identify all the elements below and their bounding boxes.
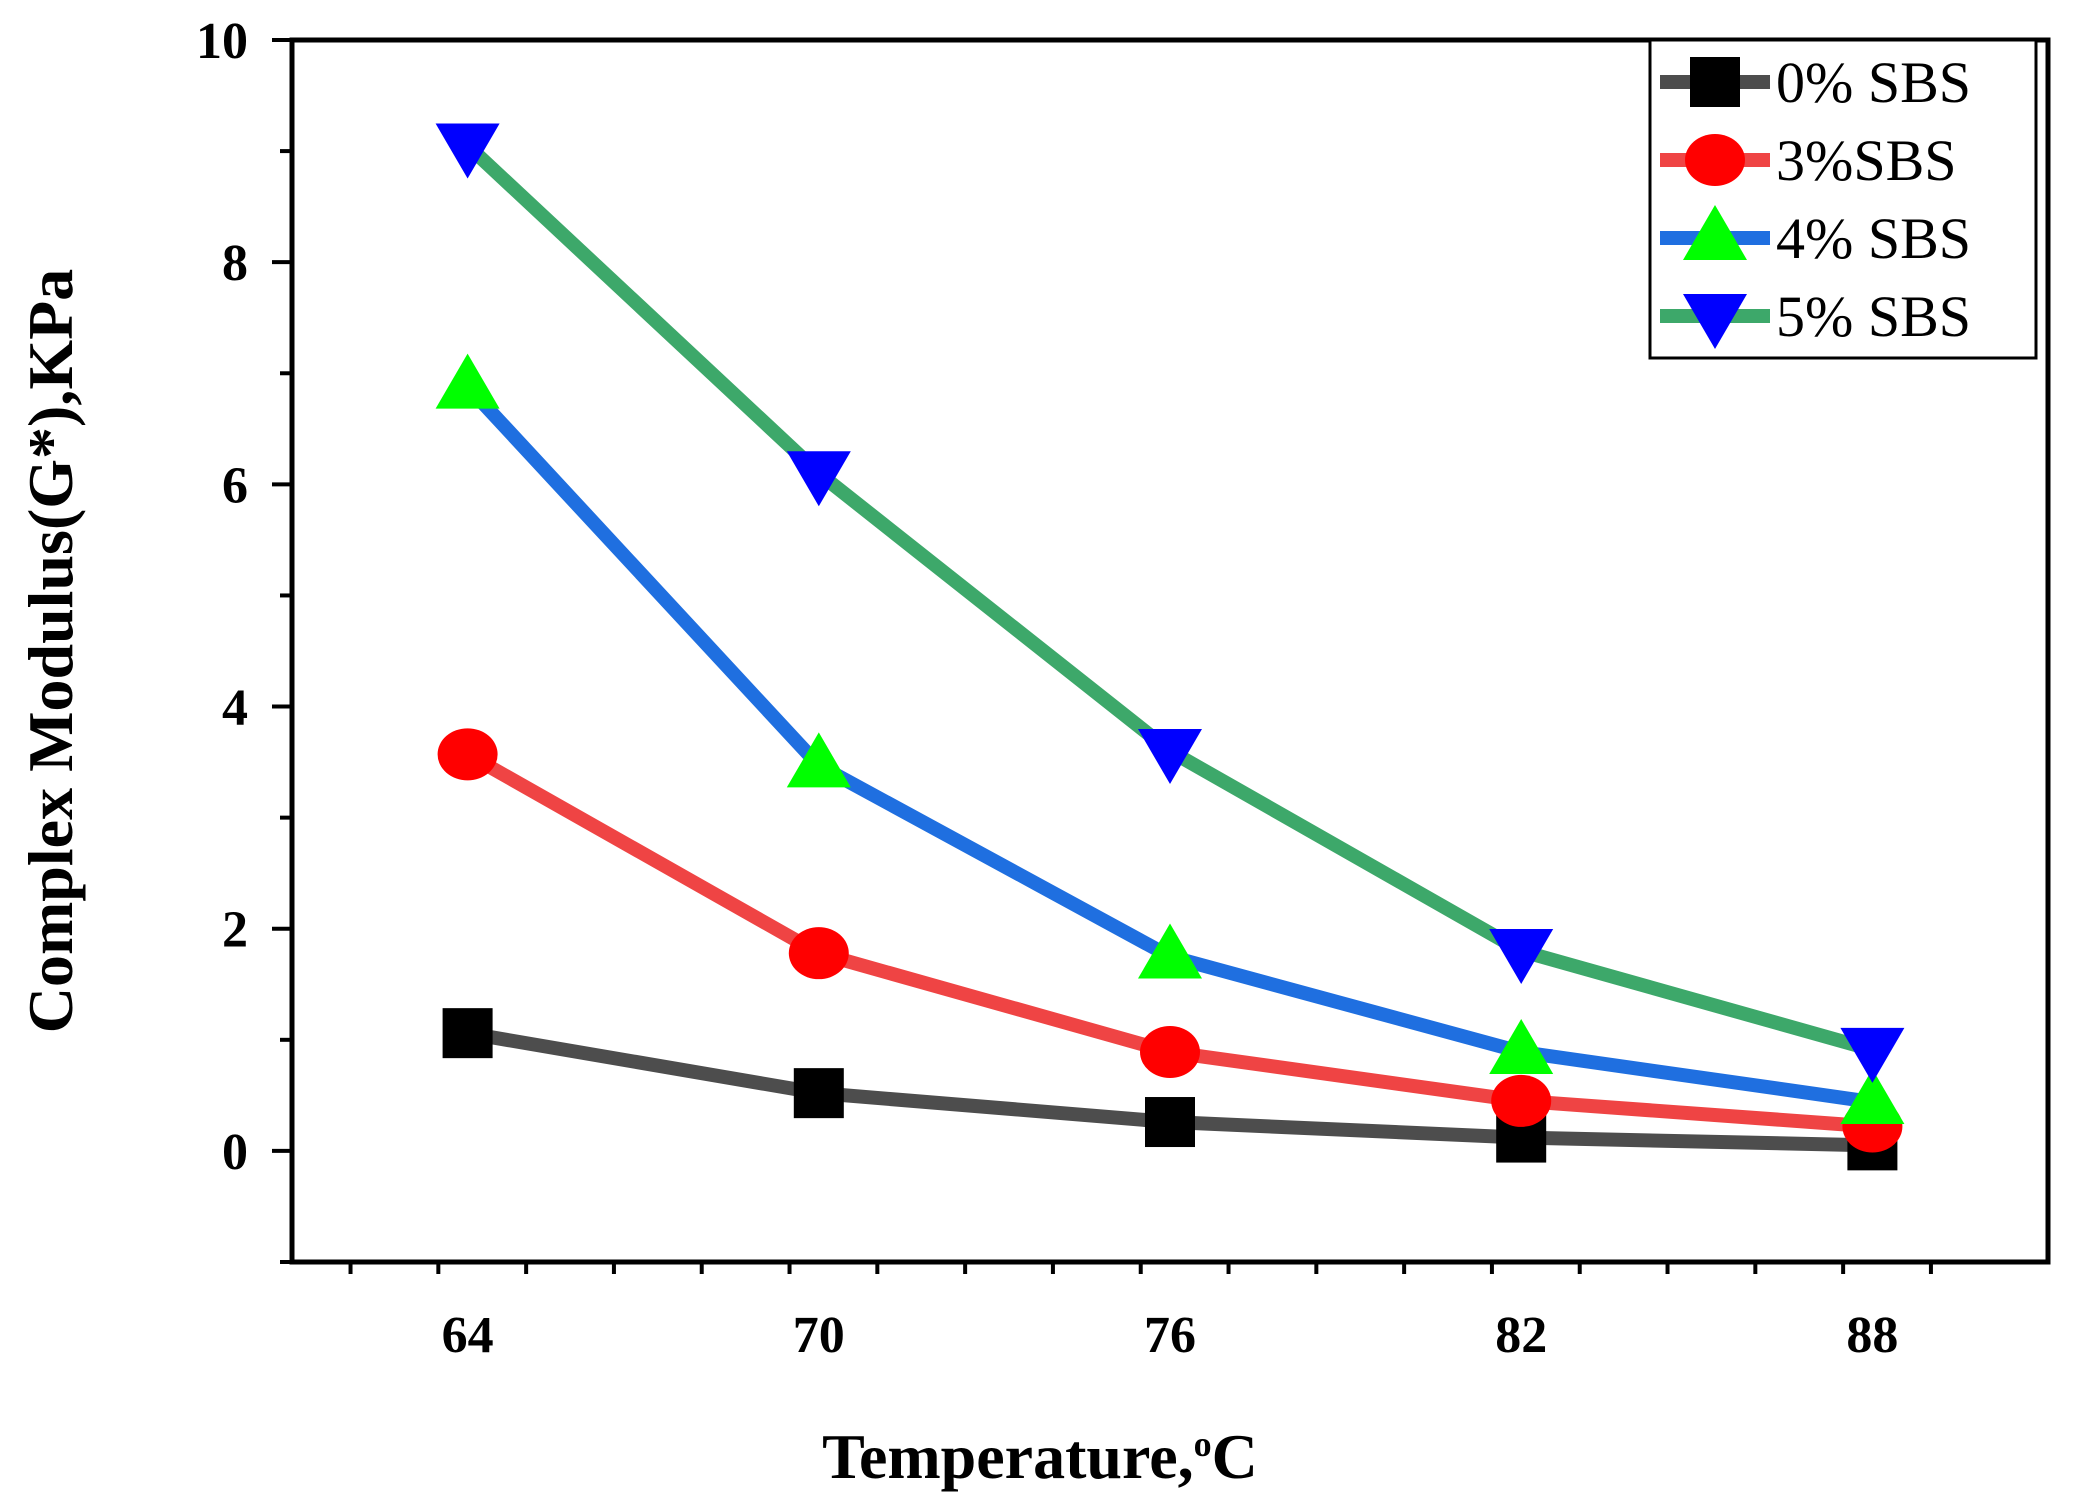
y-tick-label: 8 [222,235,248,292]
x-axis-title-text: Temperature, [822,1421,1194,1492]
plot-frame [289,37,2051,1265]
x-tick-label: 76 [1144,1307,1196,1364]
x-tick-label: 64 [442,1307,494,1364]
data-point [786,451,851,507]
y-tick-label: 10 [196,13,248,70]
legend-label: 3%SBS [1776,128,1957,193]
x-axis-title-unit-sup: o [1194,1424,1212,1464]
data-point [788,927,849,980]
y-tick-label: 4 [222,680,248,737]
y-tick-label: 0 [222,1124,248,1181]
x-tick-label: 88 [1846,1307,1898,1364]
x-axis-title-unit: C [1212,1421,1258,1492]
data-point [1840,1027,1905,1083]
data-point [1489,928,1554,984]
legend-label: 5% SBS [1776,284,1971,349]
legend-label: 4% SBS [1776,206,1971,271]
legend-marker [1683,294,1747,349]
data-point [442,1008,493,1059]
series-2 [435,353,1905,1125]
x-axis-title: Temperature,oC [822,1421,1258,1492]
data-point [1145,1097,1195,1148]
data-point [1138,923,1202,979]
series-layer [435,123,1905,1171]
data-point [437,728,498,781]
legend: 0% SBS 3%SBS 4% SBS 5% SBS [1648,38,2038,360]
x-tick-label: 70 [793,1307,845,1364]
y-tick-label: 6 [222,457,248,514]
legend-marker [1685,134,1745,186]
data-point [435,353,500,409]
data-point [1138,728,1202,784]
y-tick-label: 2 [222,902,248,959]
x-axis-ticks: 64 70 76 82 88 [348,1262,1933,1364]
data-point [1489,1019,1554,1075]
data-point [1840,1069,1905,1125]
x-tick-label: 82 [1495,1307,1547,1364]
data-point [1140,1026,1200,1079]
data-point [793,1068,844,1119]
y-axis-ticks: 0 2 4 6 8 10 [196,13,292,1264]
legend-label: 0% SBS [1776,50,1971,115]
legend-marker [1683,205,1747,260]
data-point [786,732,851,788]
data-point [435,123,500,179]
legend-marker [1690,57,1740,107]
series-3 [435,123,1905,1083]
data-point [1491,1074,1552,1127]
y-axis-title: Complex Modulus(G*),KPa [15,269,86,1033]
